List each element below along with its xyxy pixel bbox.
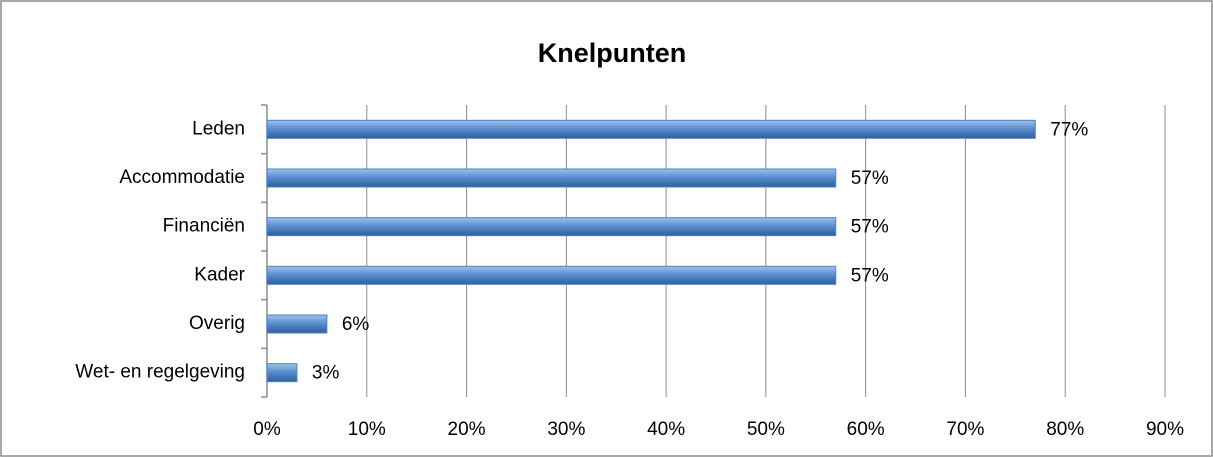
- y-tick-label: Wet- en regelgeving: [75, 362, 245, 383]
- value-label: 57%: [851, 217, 889, 238]
- y-tick-label: Leden: [192, 118, 245, 139]
- bar: [266, 363, 298, 383]
- x-tick-label: 60%: [847, 419, 885, 440]
- y-tick-label: Accommodatie: [119, 167, 245, 188]
- x-tick-label: 10%: [348, 419, 386, 440]
- x-tick-label: 90%: [1146, 419, 1184, 440]
- x-tick-label: 70%: [946, 419, 984, 440]
- value-label: 3%: [312, 363, 340, 384]
- x-tick-label: 20%: [448, 419, 486, 440]
- bar: [266, 168, 837, 188]
- value-label: 57%: [851, 168, 889, 189]
- y-tick-label: Overig: [189, 313, 245, 334]
- y-tick-label: Kader: [194, 264, 245, 285]
- x-tick-label: 30%: [547, 419, 585, 440]
- value-label: 6%: [342, 314, 370, 335]
- x-tick-label: 40%: [647, 419, 685, 440]
- value-label: 77%: [1050, 119, 1088, 140]
- chart-title: Knelpunten: [538, 38, 687, 68]
- bar: [266, 217, 837, 237]
- bar: [266, 265, 837, 285]
- x-tick-label: 50%: [747, 419, 785, 440]
- bar: [266, 119, 1036, 139]
- x-tick-label: 0%: [253, 419, 281, 440]
- y-tick-label: Financiën: [163, 216, 245, 237]
- x-tick-label: 80%: [1046, 419, 1084, 440]
- bar: [266, 314, 328, 334]
- value-label: 57%: [851, 265, 889, 286]
